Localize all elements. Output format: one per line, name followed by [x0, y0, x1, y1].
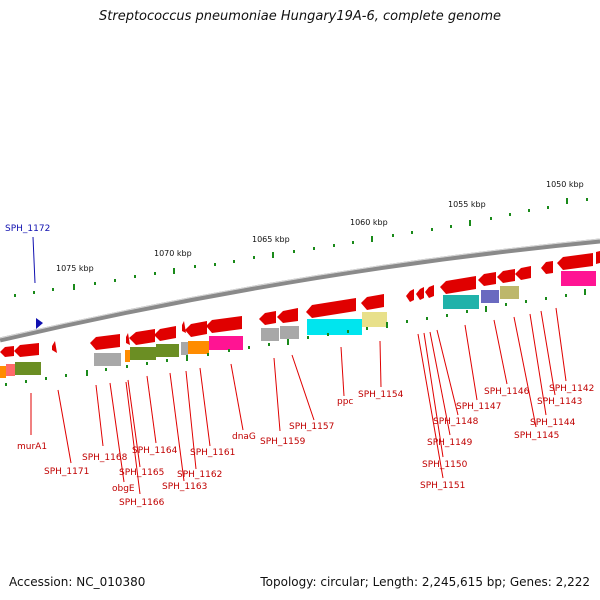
gene-arrow[interactable]	[416, 287, 424, 300]
gene-arrow[interactable]	[497, 269, 515, 283]
gene-arrow[interactable]	[425, 285, 434, 298]
gene-label[interactable]: obgE	[112, 484, 135, 494]
selected-gene-marker[interactable]	[36, 318, 43, 329]
gene-arrow[interactable]	[478, 272, 496, 286]
gene-arrow[interactable]	[541, 261, 553, 274]
gene-arrow[interactable]	[306, 298, 356, 318]
gene-label[interactable]: SPH_1171	[44, 467, 89, 477]
gene-label[interactable]: SPH_1159	[260, 437, 306, 447]
gene-arrow[interactable]	[126, 333, 130, 345]
gene-label[interactable]: ppc	[337, 397, 353, 407]
gene-label[interactable]: SPH_1157	[289, 422, 334, 432]
genome-backbone	[0, 238, 600, 343]
gene-label[interactable]: SPH_1164	[132, 446, 178, 456]
cog-blocks	[0, 271, 596, 378]
gene-label[interactable]: SPH_1150	[422, 460, 468, 470]
gene-arrow[interactable]	[129, 329, 155, 345]
gene-label[interactable]: SPH_1162	[177, 470, 222, 480]
gene-label[interactable]: SPH_1154	[358, 390, 404, 400]
gene-arrow[interactable]	[277, 308, 298, 323]
gene-arrow[interactable]	[0, 346, 14, 357]
gene-arrow[interactable]	[440, 276, 476, 294]
scale-label-1055: 1055 kbp	[448, 200, 486, 209]
gene-label[interactable]: murA1	[17, 442, 47, 452]
gene-label[interactable]: SPH_1149	[427, 438, 473, 448]
inner-scale-dots	[5, 289, 586, 386]
gene-arrow[interactable]	[182, 321, 186, 333]
gene-arrow[interactable]	[557, 253, 593, 270]
gene-label[interactable]: SPH_1145	[514, 431, 559, 441]
gene-label[interactable]: SPH_1166	[119, 498, 165, 508]
scale-label-1075: 1075 kbp	[56, 264, 94, 273]
gene-arrow[interactable]	[185, 321, 207, 337]
gene-label[interactable]: SPH_1161	[190, 448, 235, 458]
gene-label[interactable]: SPH_1147	[456, 402, 501, 412]
gene-label[interactable]: SPH_1142	[549, 384, 594, 394]
gene-label[interactable]: SPH_1163	[162, 482, 207, 492]
gene-label[interactable]: dnaG	[232, 432, 256, 442]
scale-label-1065: 1065 kbp	[252, 235, 290, 244]
gene-arrow[interactable]	[515, 266, 531, 280]
scale-dots	[14, 198, 588, 297]
gene-arrow[interactable]	[52, 341, 57, 353]
genome-title: Streptococcus pneumoniae Hungary19A-6, c…	[99, 9, 501, 24]
gene-arrow[interactable]	[596, 251, 600, 264]
selected-gene-line	[32, 236, 36, 284]
scale-label-1050: 1050 kbp	[546, 180, 584, 189]
gene-arrow[interactable]	[259, 311, 276, 325]
gene-arrow[interactable]	[154, 326, 176, 341]
gene-arrow[interactable]	[206, 316, 242, 333]
genome-summary-text: Topology: circular; Length: 2,245,615 bp…	[260, 575, 590, 589]
gene-label[interactable]: SPH_1148	[433, 417, 479, 427]
gene-label[interactable]: SPH_1143	[537, 397, 582, 407]
gene-arrow[interactable]	[406, 289, 414, 302]
gene-arrows	[0, 251, 600, 357]
gene-label[interactable]: SPH_1165	[119, 468, 164, 478]
gene-arrow[interactable]	[90, 334, 120, 350]
selected-gene-label[interactable]: SPH_1172	[5, 224, 50, 234]
gene-arrow[interactable]	[14, 343, 39, 357]
leader-lines	[30, 307, 567, 495]
accession-text: Accession: NC_010380	[9, 575, 146, 589]
scale-label-1060: 1060 kbp	[350, 218, 388, 227]
gene-label[interactable]: SPH_1146	[484, 387, 530, 397]
gene-label[interactable]: SPH_1168	[82, 453, 128, 463]
gene-label[interactable]: SPH_1151	[420, 481, 465, 491]
scale-label-1070: 1070 kbp	[154, 249, 192, 258]
genome-backbone-highlight	[0, 238, 600, 339]
gene-arrow[interactable]	[361, 294, 384, 310]
gene-label[interactable]: SPH_1144	[530, 418, 576, 428]
